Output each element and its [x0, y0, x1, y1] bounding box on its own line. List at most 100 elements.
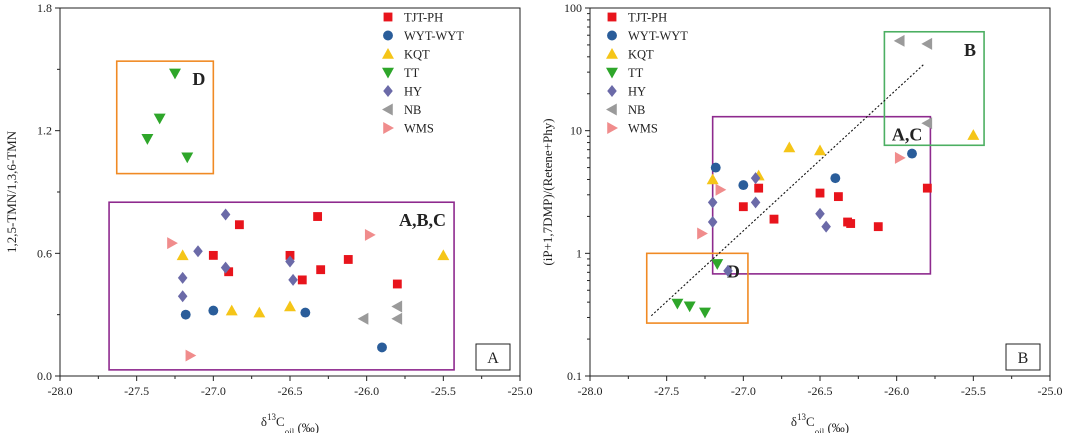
- data-point-nb: [921, 117, 933, 130]
- data-point-hy: [821, 220, 831, 233]
- data-point-nb: [391, 300, 403, 313]
- x-tick-label: -28.0: [578, 384, 603, 398]
- data-point-tjt-ph: [285, 250, 295, 260]
- data-point-hy: [723, 264, 733, 277]
- legend-marker: [606, 67, 618, 79]
- data-point-wyt-wyt: [377, 342, 387, 353]
- x-tick-label: -26.0: [354, 384, 379, 398]
- group-box-ac: [711, 115, 932, 275]
- data-point-tt: [683, 301, 696, 313]
- data-point-wyt-wyt: [907, 148, 917, 159]
- data-point-tjt-ph: [769, 214, 779, 224]
- x-tick-label: -25.5: [431, 384, 456, 398]
- data-point-tjt-ph: [815, 188, 825, 198]
- legend-marker: [383, 122, 394, 134]
- legend-label: KQT: [404, 48, 430, 62]
- data-point-wyt-wyt: [830, 173, 841, 184]
- data-point-nb: [357, 312, 369, 325]
- data-point-nb: [893, 34, 905, 47]
- data-point-hy: [220, 261, 231, 274]
- y-tick-label: 10: [570, 124, 582, 138]
- panel-label-box: [475, 343, 511, 371]
- legend-label: KQT: [628, 48, 654, 62]
- legend-label: NB: [628, 103, 645, 117]
- legend-marker: [607, 30, 617, 41]
- y-axis-label: (iP+1,7DMP)/(Retene+Phy): [540, 118, 555, 265]
- data-point-kqt: [253, 306, 266, 318]
- legend-marker: [607, 85, 617, 97]
- panel-label: A: [487, 350, 499, 367]
- x-tick-label: -27.5: [124, 384, 149, 398]
- legend-label: WMS: [404, 122, 434, 136]
- data-point-wyt-wyt: [180, 309, 191, 320]
- data-point-wms: [364, 228, 376, 241]
- data-point-tjt-ph: [297, 275, 307, 285]
- data-point-hy: [815, 207, 825, 220]
- data-point-tt: [169, 68, 181, 80]
- group-box-label: A,C: [892, 125, 923, 145]
- data-point-tjt-ph: [316, 265, 326, 275]
- legend-label: NB: [404, 103, 421, 117]
- group-box-label: A,B,C: [399, 210, 446, 230]
- x-axis-label-part: 13: [797, 412, 807, 422]
- y-tick-label: 0.0: [37, 369, 52, 383]
- group-box-d: [645, 252, 749, 324]
- data-point-tjt-ph: [873, 222, 883, 232]
- group-box-b: [883, 30, 985, 147]
- data-point-tjt-ph: [343, 255, 353, 264]
- y-tick-label: 100: [564, 1, 582, 15]
- legend-marker: [383, 30, 393, 41]
- data-point-hy: [707, 216, 718, 228]
- y-axis-label: 1,2,5-TMN/1,3,6-TMN: [4, 130, 19, 253]
- x-axis-label-part: C: [276, 414, 285, 429]
- legend: TJT-PH WYT-WYT KQT TT HY NB WMS: [382, 11, 464, 136]
- legend-label: WMS: [628, 122, 658, 136]
- group-box-abc: [108, 201, 455, 371]
- data-point-kqt: [437, 249, 450, 261]
- data-point-tjt-ph: [922, 183, 932, 193]
- x-axis-label-part: (‰): [824, 420, 849, 433]
- data-point-wyt-wyt: [208, 305, 219, 316]
- legend-label: TT: [404, 66, 420, 80]
- plot-frame: [59, 7, 521, 377]
- legend-label: HY: [628, 85, 646, 99]
- data-point-nb: [391, 312, 403, 325]
- data-point-hy: [288, 273, 298, 286]
- x-axis-label: δ13Coil (‰): [261, 412, 319, 433]
- data-point-tt: [699, 307, 711, 319]
- legend-marker: [383, 85, 393, 97]
- legend-label: TT: [628, 66, 644, 80]
- legend-marker: [607, 122, 618, 134]
- group-box-label: D: [192, 69, 205, 89]
- x-axis-label: δ13Coil (‰): [791, 412, 849, 433]
- x-tick-label: -26.5: [808, 384, 833, 398]
- x-tick-label: -26.0: [884, 384, 909, 398]
- data-point-tjt-ph: [392, 279, 402, 289]
- data-point-tt: [711, 259, 724, 270]
- x-tick-label: -28.0: [48, 384, 73, 398]
- y-tick-label: 1.8: [37, 1, 52, 15]
- data-point-tjt-ph: [208, 250, 218, 260]
- data-point-hy: [193, 245, 203, 258]
- data-point-tt: [153, 113, 166, 125]
- y-tick-label: 1: [576, 246, 582, 260]
- x-tick-label: -27.0: [201, 384, 226, 398]
- data-point-wyt-wyt: [710, 162, 721, 173]
- legend-label: HY: [404, 85, 422, 99]
- data-point-tjt-ph: [833, 192, 843, 202]
- data-point-hy: [750, 196, 761, 209]
- group-box-label: B: [964, 40, 976, 60]
- legend-label: TJT-PH: [628, 11, 667, 25]
- legend-marker: [606, 48, 618, 59]
- legend-marker: [383, 12, 393, 22]
- panel-a: -28.0 -27.5 -27.0 -26.5 -26.0 -25.5 -25.0 0.0 0.…: [4, 1, 533, 433]
- x-tick-label: -26.5: [278, 384, 303, 398]
- x-axis-label-part: (‰): [294, 420, 319, 433]
- data-point-kqt: [783, 141, 796, 153]
- x-tick-label: -25.0: [1038, 384, 1063, 398]
- x-tick-label: -25.5: [961, 384, 986, 398]
- legend-label: TJT-PH: [404, 11, 443, 25]
- x-axis-label-part: 13: [267, 412, 277, 422]
- data-point-tjt-ph: [738, 202, 748, 212]
- data-point-wms: [715, 183, 727, 196]
